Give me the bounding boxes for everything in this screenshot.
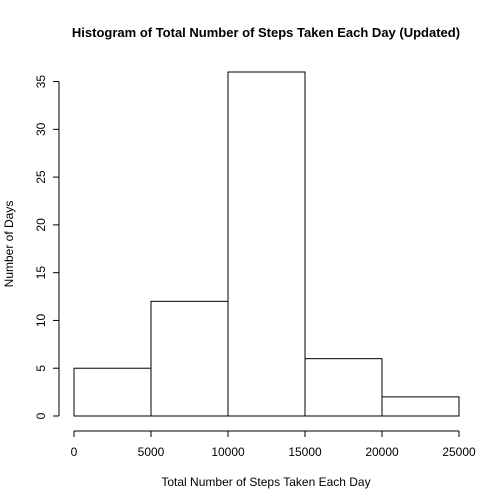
y-tick-label-2: 10 xyxy=(34,313,48,327)
x-axis-label: Total Number of Steps Taken Each Day xyxy=(161,475,370,489)
histogram-bar-1 xyxy=(150,300,229,417)
x-tick-label-5: 25000 xyxy=(442,445,476,459)
y-tick-label-1: 5 xyxy=(34,365,48,372)
y-tick-label-0: 0 xyxy=(34,412,48,419)
x-tick-label-2: 10000 xyxy=(211,445,245,459)
x-tick-label-3: 15000 xyxy=(288,445,322,459)
chart-title: Histogram of Total Number of Steps Taken… xyxy=(72,25,460,40)
histogram-bar-3 xyxy=(304,358,383,417)
x-tick-label-1: 5000 xyxy=(138,445,165,459)
bars-group xyxy=(73,71,460,417)
y-tick-label-5: 25 xyxy=(34,170,48,184)
y-tick-label-7: 35 xyxy=(34,75,48,89)
x-tick-label-4: 20000 xyxy=(365,445,399,459)
y-axis-label: Number of Days xyxy=(2,201,16,288)
histogram-bar-4 xyxy=(381,396,460,417)
y-tick-label-3: 15 xyxy=(34,266,48,280)
x-axis: 0 5000 10000 15000 20000 25000 xyxy=(71,430,476,459)
x-tick-label-0: 0 xyxy=(71,445,78,459)
y-axis: 0 5 10 15 20 25 30 35 xyxy=(34,75,60,419)
histogram-bar-0 xyxy=(73,367,152,417)
y-tick-label-6: 30 xyxy=(34,122,48,136)
y-tick-label-4: 20 xyxy=(34,218,48,232)
histogram-bar-2 xyxy=(227,71,306,417)
